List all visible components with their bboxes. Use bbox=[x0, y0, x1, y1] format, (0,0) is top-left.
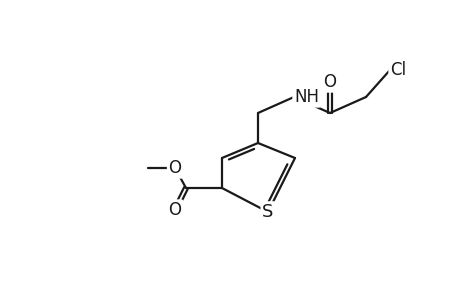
Text: O: O bbox=[323, 73, 336, 91]
Text: Cl: Cl bbox=[389, 61, 405, 79]
Text: O: O bbox=[168, 159, 181, 177]
Text: NH: NH bbox=[293, 88, 318, 106]
Text: S: S bbox=[262, 203, 273, 221]
Text: O: O bbox=[168, 201, 181, 219]
